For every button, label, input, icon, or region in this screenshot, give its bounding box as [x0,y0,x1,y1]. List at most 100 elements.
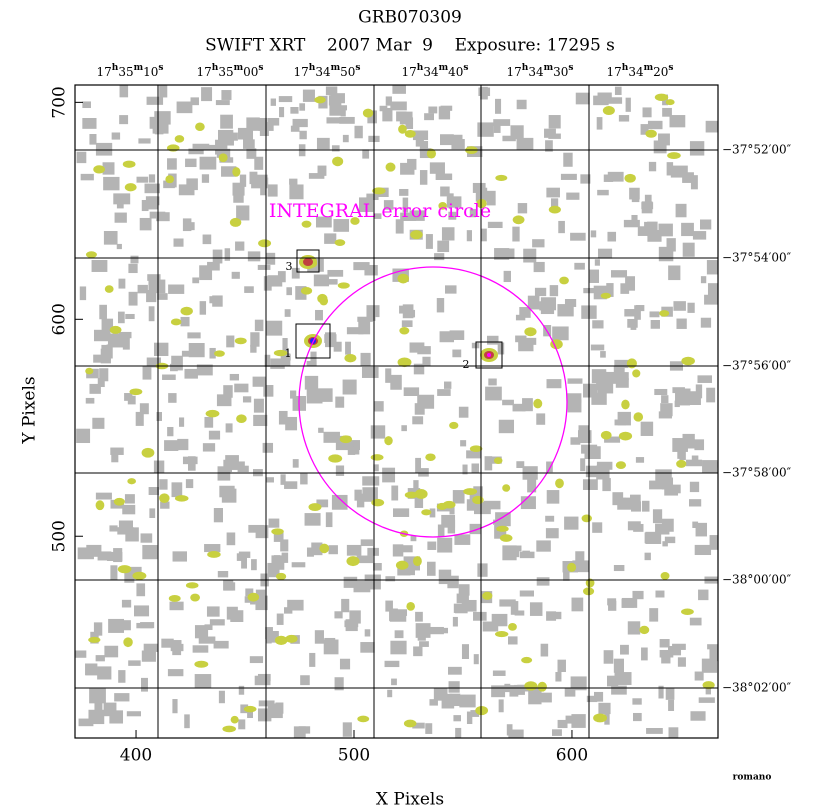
noise [436,693,453,700]
noise [92,417,105,429]
noise [140,622,155,629]
noise [103,231,118,245]
noise [254,156,264,170]
blob [632,369,641,378]
noise [672,438,688,452]
blob [314,96,326,104]
noise [78,718,94,727]
title: GRB070309 [358,8,462,28]
noise [437,524,445,537]
noise [204,416,214,428]
noise [597,380,614,394]
noise [290,107,299,114]
noise [448,681,460,693]
noise [136,176,149,183]
noise [221,488,237,503]
noise [202,443,216,452]
noise [666,162,674,176]
noise [564,516,579,530]
noise [255,117,268,126]
noise [349,610,361,624]
noise [315,216,332,228]
noise [91,259,108,272]
noise [655,469,672,483]
noise [448,666,462,675]
noise [114,212,127,223]
noise [85,397,95,404]
blob [404,491,419,499]
noise [273,531,284,542]
noise [449,330,465,340]
noise [204,544,221,553]
noise [244,286,254,293]
noise [275,702,284,714]
noise [148,196,160,206]
noise [527,478,537,493]
noise [633,523,644,532]
x-tick-label: 600 [556,746,588,766]
noise [252,177,269,188]
noise [682,172,694,183]
noise [575,551,585,564]
noise [698,589,709,601]
noise [655,590,665,598]
noise [311,542,323,556]
noise [255,589,266,599]
blob [403,719,417,728]
noise [403,387,420,396]
noise [206,606,220,617]
blob [332,156,344,167]
noise [136,583,146,597]
blob [702,681,715,690]
credit: romano [733,773,772,783]
noise [580,174,591,184]
noise [613,366,625,380]
noise [192,277,200,284]
noise [487,221,503,229]
noise [113,336,128,348]
noise [454,605,468,614]
noise [194,625,209,639]
dec-label: −38°02′00″ [722,681,792,695]
noise [332,93,345,104]
blob [174,135,185,143]
noise [179,417,185,427]
noise [635,457,645,463]
noise [118,520,133,529]
noise [360,539,373,547]
blob [508,622,517,631]
noise [262,442,274,453]
noise [103,319,111,326]
blob [218,153,228,163]
noise [585,465,603,478]
noise [332,105,348,111]
noise [694,439,705,451]
noise [278,96,293,103]
ra-part: h [112,63,119,73]
noise [94,698,103,712]
noise [113,193,131,205]
blob [581,514,592,523]
noise [335,465,345,476]
blob [499,534,513,542]
noise [466,711,473,725]
noise [610,270,628,278]
blob [502,484,511,492]
blob [372,187,386,195]
noise [292,118,308,128]
dec-label: −37°54′00″ [722,251,792,265]
noise [429,508,436,518]
noise [287,599,304,611]
annotation: INTEGRAL error circle [269,200,491,222]
noise [141,199,149,212]
noise [364,629,371,637]
noise [698,697,715,703]
noise [111,450,119,463]
blob [132,571,147,580]
noise [154,111,171,125]
ra-part: 17 [402,65,417,79]
noise [113,548,123,563]
noise [630,494,641,506]
blob [524,327,537,337]
